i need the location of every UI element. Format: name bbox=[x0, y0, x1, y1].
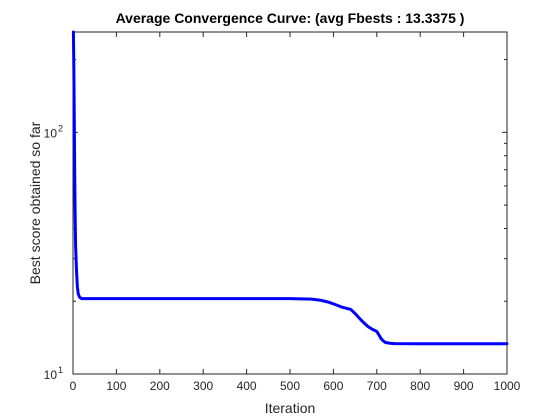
x-tick-label: 900 bbox=[454, 379, 474, 393]
x-tick-label: 100 bbox=[106, 379, 126, 393]
y-axis-label: Best score obtained so far bbox=[27, 121, 43, 284]
x-tick-label: 1000 bbox=[494, 379, 521, 393]
x-tick-label: 400 bbox=[237, 379, 257, 393]
convergence-line bbox=[71, 30, 509, 346]
x-tick-label: 0 bbox=[70, 379, 77, 393]
x-axis-label: Iteration bbox=[265, 400, 316, 416]
y-tick-exponent: 1 bbox=[58, 365, 63, 375]
x-tick-label: 700 bbox=[367, 379, 387, 393]
x-tick-label: 800 bbox=[410, 379, 430, 393]
plot-box bbox=[72, 31, 508, 375]
x-tick-label: 200 bbox=[150, 379, 170, 393]
y-tick-label: 10 bbox=[44, 368, 58, 382]
x-axis-ticks: 0 100 200 300 400 500 600 700 800 900 1000 bbox=[70, 32, 521, 393]
x-tick-label: 600 bbox=[323, 379, 343, 393]
x-tick-label: 300 bbox=[193, 379, 213, 393]
y-tick-exponent: 2 bbox=[58, 123, 63, 133]
y-tick-label: 10 bbox=[44, 126, 58, 140]
chart-title: Average Convergence Curve: (avg Fbests :… bbox=[116, 10, 465, 26]
x-tick-label: 500 bbox=[280, 379, 300, 393]
